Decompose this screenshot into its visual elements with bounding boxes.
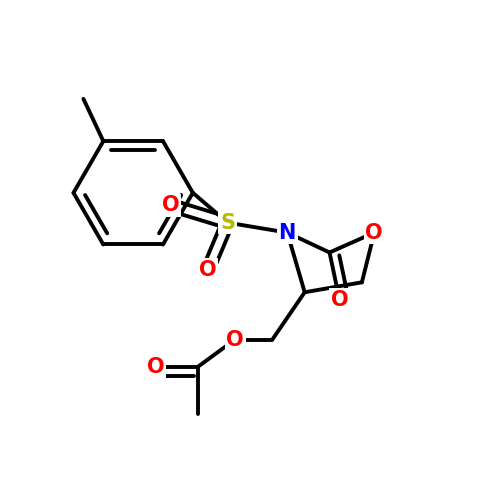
Text: O: O	[226, 330, 244, 349]
Text: O: O	[330, 290, 348, 310]
Text: S: S	[220, 212, 235, 233]
Text: O: O	[146, 357, 164, 377]
Text: O: O	[162, 195, 180, 215]
Text: O: O	[366, 222, 383, 242]
Text: N: N	[278, 222, 296, 242]
Text: O: O	[199, 260, 216, 280]
